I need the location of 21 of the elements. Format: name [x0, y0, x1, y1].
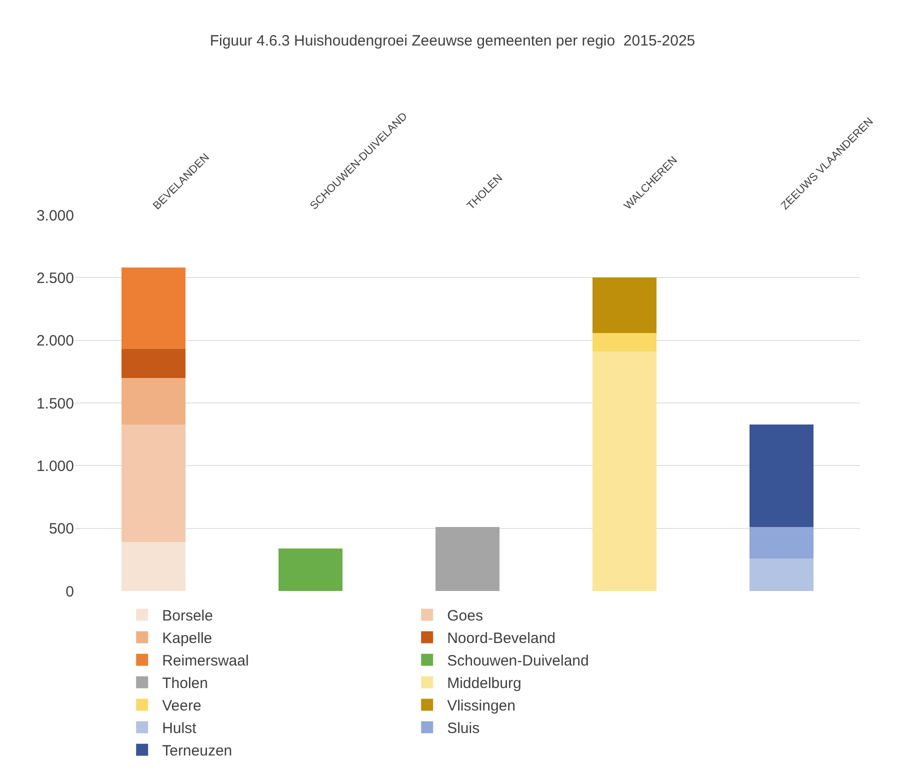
- legend-label: Veere: [162, 698, 202, 715]
- y-tick-label: 2.500: [36, 270, 74, 287]
- y-tick-label: 1.000: [36, 458, 74, 475]
- legend-label: Noord-Beveland: [447, 630, 556, 648]
- chart-title: Figuur 4.6.3 Huishoudengroei Zeeuwse gemeenten per regio 2015-2025: [210, 32, 696, 50]
- legend-label: Terneuzen: [162, 742, 232, 760]
- legend-label: Borsele: [162, 608, 213, 625]
- y-tick-label: 3.000: [36, 207, 74, 224]
- y-tick-label: 0: [66, 583, 74, 600]
- legend-label: Reimerswaal: [162, 652, 249, 670]
- y-tick-label: 500: [48, 520, 74, 538]
- legend-label: Middelburg: [447, 675, 522, 692]
- legend-label: Kapelle: [162, 630, 212, 648]
- legend-label: Vlissingen: [447, 698, 516, 715]
- y-tick-label: 2.000: [36, 332, 74, 350]
- y-tick-label: 1.500: [36, 395, 74, 412]
- legend-label: Goes: [447, 608, 483, 625]
- legend-label: Schouwen-Duiveland: [447, 652, 589, 670]
- legend-label: Hulst: [162, 720, 198, 738]
- legend-label: Tholen: [162, 675, 208, 692]
- legend-label: Sluis: [447, 720, 480, 738]
